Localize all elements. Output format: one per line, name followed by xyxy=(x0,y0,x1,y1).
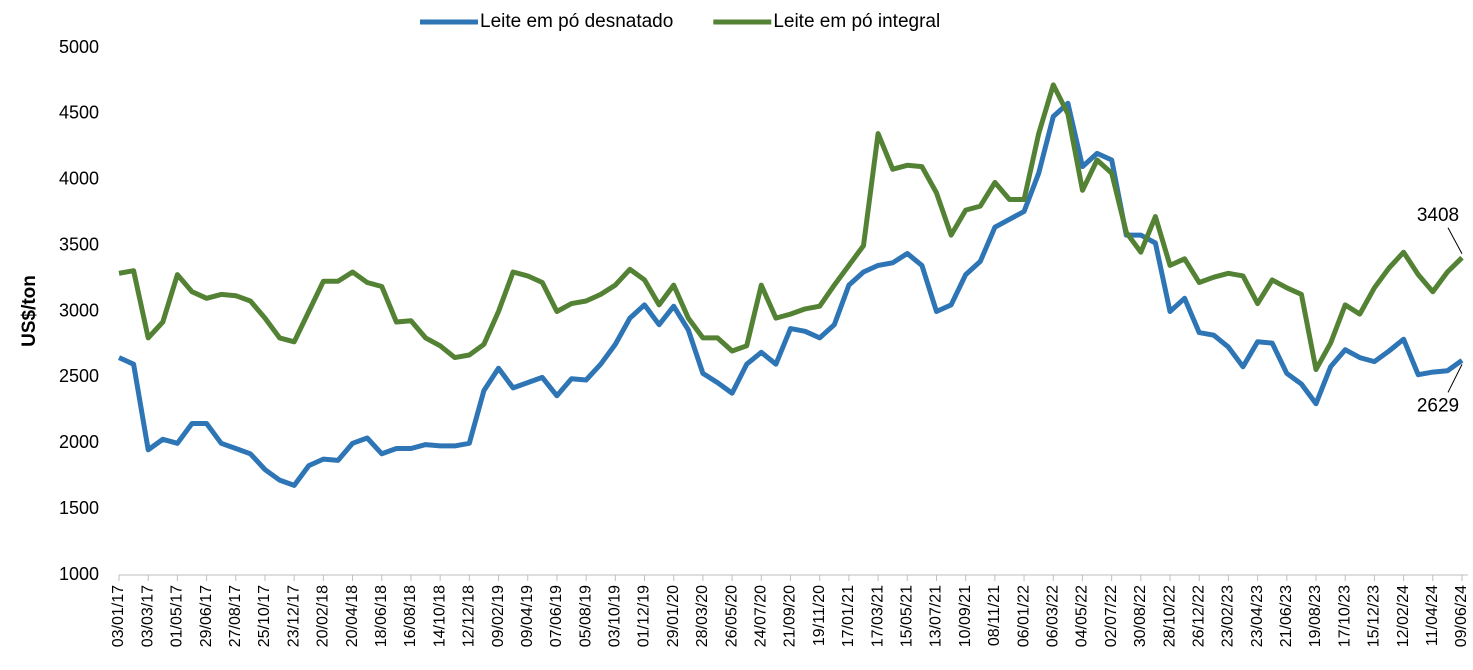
x-tick-label: 03/03/17 xyxy=(139,585,156,647)
x-tick-label: 11/04/24 xyxy=(1424,585,1441,646)
y-tick-label: 1000 xyxy=(59,564,99,584)
x-tick-label: 09/04/19 xyxy=(519,585,536,647)
y-tick-label: 3000 xyxy=(59,300,99,320)
x-tick-label: 19/11/20 xyxy=(811,585,828,646)
x-tick-label: 19/08/23 xyxy=(1307,585,1324,647)
y-tick-label: 4500 xyxy=(59,103,99,123)
x-tick-label: 28/10/22 xyxy=(1161,585,1178,647)
x-tick-label: 06/03/22 xyxy=(1044,585,1061,647)
y-tick-label: 3500 xyxy=(59,234,99,254)
x-tick-label: 12/02/24 xyxy=(1395,585,1412,647)
x-tick-label: 09/02/19 xyxy=(490,585,507,647)
x-tick-label: 23/12/17 xyxy=(285,585,302,647)
x-tick-label: 13/07/21 xyxy=(928,585,945,647)
x-tick-label: 21/06/23 xyxy=(1278,585,1295,647)
x-tick-label: 20/02/18 xyxy=(315,585,332,647)
x-tick-label: 29/06/17 xyxy=(198,585,215,647)
y-tick-label: 4000 xyxy=(59,169,99,189)
x-tick-label: 26/05/20 xyxy=(723,585,740,647)
x-tick-label: 20/04/18 xyxy=(344,585,361,647)
x-tick-label: 17/10/23 xyxy=(1336,585,1353,647)
legend-label: Leite em pó integral xyxy=(773,11,940,32)
x-tick-label: 26/12/22 xyxy=(1190,585,1207,647)
x-tick-label: 30/08/22 xyxy=(1132,585,1149,647)
y-tick-label: 2000 xyxy=(59,432,99,452)
series-line xyxy=(118,82,1464,372)
label-leader xyxy=(1447,227,1463,254)
y-tick-label: 2500 xyxy=(59,366,99,386)
x-tick-label: 06/01/22 xyxy=(1015,585,1032,647)
x-tick-label: 01/05/17 xyxy=(169,585,186,647)
x-tick-label: 23/04/23 xyxy=(1249,585,1266,647)
x-tick-label: 25/10/17 xyxy=(256,585,273,647)
y-axis-label: US$/ton xyxy=(19,275,40,347)
x-tick-label: 23/02/23 xyxy=(1220,585,1237,647)
x-tick-label: 08/11/21 xyxy=(986,585,1003,646)
x-tick-label: 12/12/18 xyxy=(461,585,478,647)
x-tick-label: 28/03/20 xyxy=(694,585,711,647)
x-tick-label: 29/01/20 xyxy=(665,585,682,647)
legend-label: Leite em pó desnatado xyxy=(480,11,673,32)
x-tick-label: 04/05/22 xyxy=(1074,585,1091,647)
data-label: 2629 xyxy=(1417,395,1459,416)
x-tick-label: 15/12/23 xyxy=(1366,585,1383,647)
x-tick-label: 14/10/18 xyxy=(431,585,448,647)
series-line xyxy=(117,100,1464,488)
x-tick-label: 16/08/18 xyxy=(402,585,419,647)
x-tick-label: 03/10/19 xyxy=(607,585,624,647)
x-tick-label: 17/03/21 xyxy=(869,585,886,647)
x-tick-label: 27/08/17 xyxy=(227,585,244,647)
label-leader xyxy=(1447,364,1463,393)
x-tick-label: 03/01/17 xyxy=(110,585,127,647)
x-tick-label: 02/07/22 xyxy=(1103,585,1120,647)
x-tick-label: 18/06/18 xyxy=(373,585,390,647)
data-label: 3408 xyxy=(1417,205,1459,226)
x-tick-label: 07/06/19 xyxy=(548,585,565,647)
x-tick-label: 21/09/20 xyxy=(782,585,799,647)
x-tick-label: 24/07/20 xyxy=(753,585,770,647)
y-tick-label: 5000 xyxy=(59,37,99,57)
x-tick-label: 09/06/24 xyxy=(1453,585,1470,647)
y-tick-label: 1500 xyxy=(59,498,99,518)
x-tick-label: 10/09/21 xyxy=(957,585,974,647)
x-tick-label: 05/08/19 xyxy=(577,585,594,647)
x-tick-label: 01/12/19 xyxy=(636,585,653,647)
x-tick-label: 17/01/21 xyxy=(840,585,857,647)
x-tick-label: 15/05/21 xyxy=(899,585,916,647)
